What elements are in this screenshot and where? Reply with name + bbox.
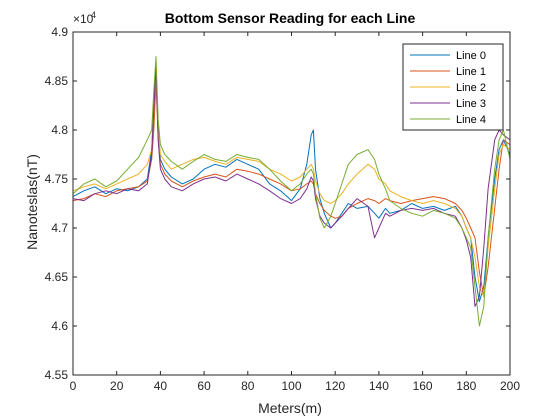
x-tick-label-7: 140 [369, 379, 389, 393]
y-tick-label-7: 4.9 [51, 25, 68, 39]
legend-label-2: Line 2 [456, 82, 486, 94]
x-tick-label-1: 20 [110, 379, 124, 393]
y-tick-label-2: 4.65 [45, 270, 69, 284]
y-tick-label-4: 4.75 [45, 172, 69, 186]
legend-label-3: Line 3 [456, 98, 486, 110]
x-axis-label: Meters(m) [258, 400, 322, 416]
series-layer [72, 56, 511, 327]
x-tick-label-0: 0 [70, 379, 77, 393]
x-tick-label-2: 40 [154, 379, 168, 393]
x-tick-label-9: 180 [456, 379, 476, 393]
legend-label-4: Line 4 [456, 114, 486, 126]
x-tick-label-3: 60 [197, 379, 211, 393]
legend-label-0: Line 0 [456, 50, 486, 62]
y-tick-label-5: 4.8 [51, 123, 68, 137]
chart-title: Bottom Sensor Reading for each Line [165, 10, 416, 26]
x-tick-label-5: 100 [281, 379, 301, 393]
series-line-4 [72, 56, 511, 327]
x-tick-label-4: 80 [241, 379, 255, 393]
y-exponent-power: 4 [91, 10, 96, 20]
y-exponent-base: ×10 [73, 12, 94, 26]
x-tick-label-10: 200 [500, 379, 520, 393]
y-tick-label-1: 4.6 [51, 319, 68, 333]
y-axis-exponent: ×10 4 [73, 10, 96, 26]
x-tick-label-8: 160 [413, 379, 433, 393]
legend: Line 0 Line 1 Line 2 Line 3 Line 4 [402, 43, 504, 131]
x-tick-label-6: 120 [325, 379, 345, 393]
y-tick-label-3: 4.7 [51, 221, 68, 235]
y-tick-label-6: 4.85 [45, 74, 69, 88]
legend-label-1: Line 1 [456, 66, 486, 78]
y-tick-label-0: 4.55 [45, 368, 69, 382]
axes-layer: 0 20 40 60 80 100 120 140 160 180 200 4.55 4.6 4.65 4.… [45, 25, 521, 393]
y-axis-label: Nanoteslas(nT) [24, 154, 40, 250]
